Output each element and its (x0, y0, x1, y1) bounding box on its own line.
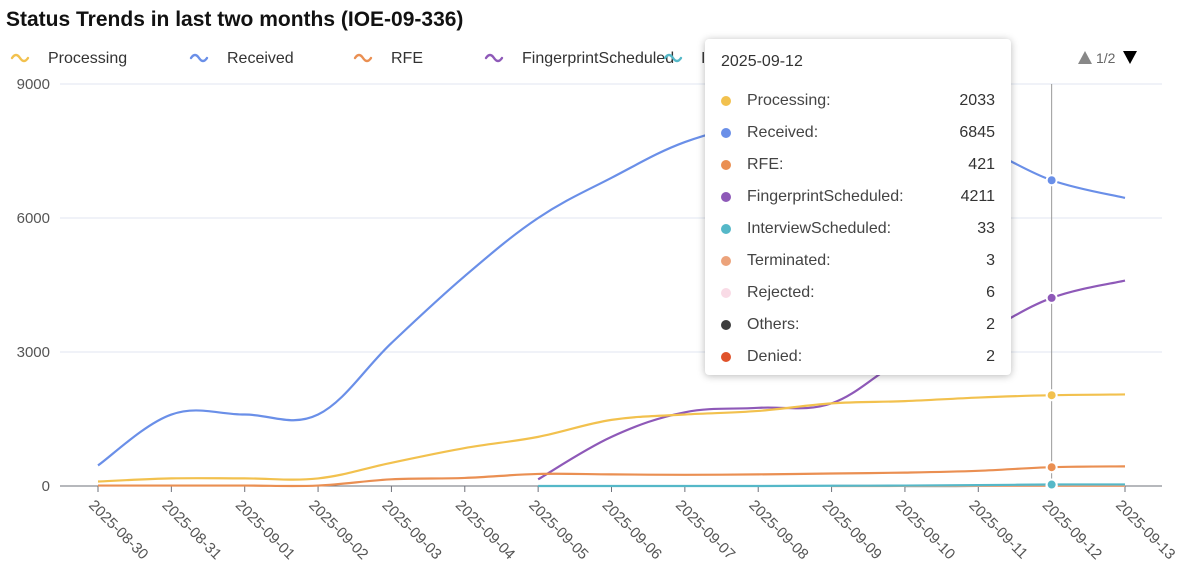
x-tick-label: 2025-08-31 (159, 497, 225, 563)
y-tick-label: 3000 (17, 344, 50, 361)
tooltip-row: Denied: 2 (721, 341, 995, 373)
x-axis: 2025-08-30 2025-08-31 2025-09-01 2025-09-02… (85, 486, 1178, 563)
legend-wave-icon (10, 53, 30, 63)
tooltip-row: RFE: 421 (721, 149, 995, 181)
tooltip-row: FingerprintScheduled: 4211 (721, 181, 995, 213)
y-tick-label: 0 (42, 478, 50, 495)
legend-next-page-icon[interactable] (1123, 51, 1137, 64)
legend-label: Received (227, 50, 294, 67)
legend-item[interactable]: FingerprintScheduled (484, 50, 674, 67)
legend-label: Processing (48, 50, 127, 67)
tooltip-row: Rejected: 6 (721, 277, 995, 309)
legend-label: FingerprintScheduled (522, 50, 674, 67)
x-tick-label: 2025-09-10 (892, 497, 958, 563)
y-tick-label: 6000 (17, 210, 50, 227)
legend-prev-page-icon[interactable] (1078, 51, 1092, 64)
series-dot-icon (721, 96, 731, 106)
series-dot-icon (721, 160, 731, 170)
tooltip-series-name: Terminated: (747, 252, 831, 269)
series-dot-icon (721, 224, 731, 234)
series-dot-icon (721, 256, 731, 266)
x-tick-label: 2025-09-01 (232, 497, 298, 563)
x-tick-label: 2025-09-02 (305, 497, 371, 563)
point-interview-scheduled[interactable] (1045, 478, 1058, 491)
tooltip-series-value: 4211 (960, 188, 995, 205)
legend-wave-icon (353, 53, 373, 63)
series-dot-icon (721, 128, 731, 138)
tooltip-row: Terminated: 3 (721, 245, 995, 277)
point-rfe[interactable] (1045, 461, 1058, 474)
tooltip: 2025-09-12 Processing: 2033 Received: 6845 R… (705, 39, 1011, 375)
legend-wave-icon (189, 53, 209, 63)
legend-item[interactable]: Processing (10, 50, 127, 67)
x-tick-label: 2025-09-08 (745, 497, 811, 563)
tooltip-series-value: 421 (968, 156, 995, 173)
tooltip-row: InterviewScheduled: 33 (721, 213, 995, 245)
series-line-processing[interactable] (97, 393, 1126, 483)
legend-wave-icon (663, 53, 683, 63)
series-line-rfe[interactable] (97, 465, 1126, 488)
x-tick-label: 2025-09-13 (1112, 497, 1178, 563)
tooltip-series-name: Processing: (747, 92, 831, 109)
hover-cursor (1045, 84, 1058, 492)
x-tick-label: 2025-09-09 (819, 497, 885, 563)
point-fingerprint-scheduled[interactable] (1045, 291, 1058, 304)
tooltip-row: Processing: 2033 (721, 85, 995, 117)
legend-pager[interactable]: 1/2 (1078, 50, 1137, 66)
series-dot-icon (721, 320, 731, 330)
tooltip-series-name: InterviewScheduled: (747, 220, 892, 237)
tooltip-rows: Processing: 2033 Received: 6845 RFE: 421 Finge… (721, 85, 995, 373)
x-tick-label: 2025-09-06 (599, 497, 665, 563)
legend-item[interactable]: Received (189, 50, 294, 67)
tooltip-row: Others: 2 (721, 309, 995, 341)
series-line-interview-scheduled[interactable] (538, 483, 1126, 488)
tooltip-row: Received: 6845 (721, 117, 995, 149)
tooltip-date: 2025-09-12 (721, 53, 803, 70)
x-tick-label: 2025-09-03 (379, 497, 445, 563)
tooltip-series-name: Denied: (747, 348, 803, 365)
legend-page-indicator: 1/2 (1096, 50, 1116, 66)
x-tick-label: 2025-09-07 (672, 497, 738, 563)
tooltip-series-name: FingerprintScheduled: (747, 188, 904, 205)
x-tick-label: 2025-09-04 (452, 497, 518, 563)
series-dot-icon (721, 288, 731, 298)
legend-item[interactable]: RFE (353, 50, 423, 67)
legend-wave-icon (484, 53, 504, 63)
x-tick-label: 2025-09-12 (1039, 497, 1105, 563)
tooltip-series-value: 33 (977, 220, 995, 237)
x-tick-label: 2025-09-11 (965, 497, 1030, 562)
tooltip-series-value: 6845 (959, 124, 995, 141)
legend-label: RFE (391, 50, 423, 67)
series-dot-icon (721, 192, 731, 202)
point-processing[interactable] (1045, 389, 1058, 402)
tooltip-series-value: 2 (986, 316, 995, 333)
tooltip-series-name: RFE: (747, 156, 784, 173)
series-dot-icon (721, 352, 731, 362)
tooltip-series-name: Received: (747, 124, 819, 141)
tooltip-series-name: Rejected: (747, 284, 815, 301)
chart-title: Status Trends in last two months (IOE-09… (6, 8, 464, 31)
y-axis: 0 3000 6000 9000 (17, 76, 50, 495)
tooltip-series-value: 3 (986, 252, 995, 269)
y-tick-label: 9000 (17, 76, 50, 93)
tooltip-series-value: 2033 (959, 92, 995, 109)
x-tick-label: 2025-09-05 (525, 497, 591, 563)
point-received[interactable] (1045, 174, 1058, 187)
tooltip-series-value: 2 (986, 348, 995, 365)
tooltip-series-name: Others: (747, 316, 800, 333)
tooltip-series-value: 6 (986, 284, 995, 301)
x-tick-label: 2025-08-30 (85, 497, 151, 563)
